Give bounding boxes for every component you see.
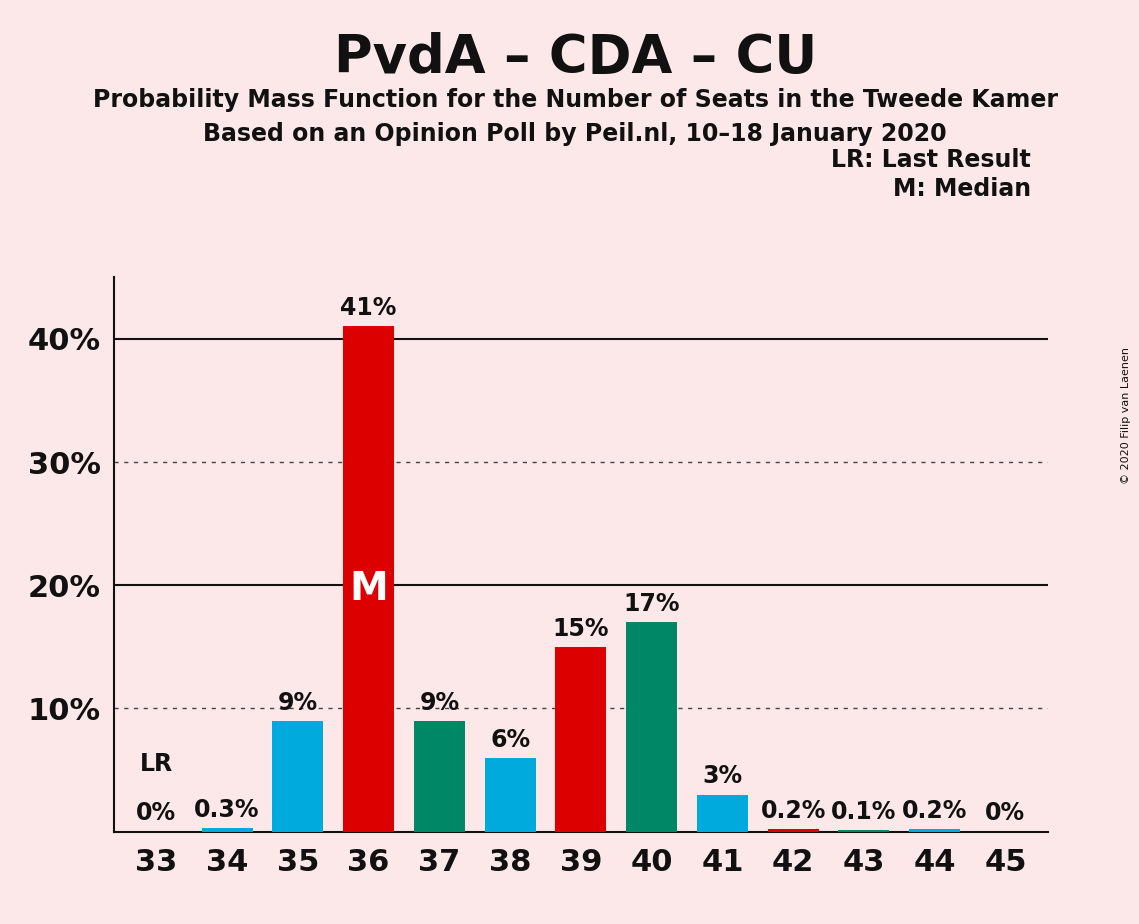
Text: 9%: 9% xyxy=(278,690,318,714)
Text: LR: Last Result: LR: Last Result xyxy=(831,148,1031,172)
Text: PvdA – CDA – CU: PvdA – CDA – CU xyxy=(334,32,817,84)
Bar xyxy=(768,829,819,832)
Text: 3%: 3% xyxy=(703,764,743,788)
Bar xyxy=(413,721,465,832)
Text: 0%: 0% xyxy=(985,801,1025,825)
Bar xyxy=(272,721,323,832)
Text: Based on an Opinion Poll by Peil.nl, 10–18 January 2020: Based on an Opinion Poll by Peil.nl, 10–… xyxy=(204,122,947,146)
Text: 9%: 9% xyxy=(419,690,459,714)
Text: © 2020 Filip van Laenen: © 2020 Filip van Laenen xyxy=(1121,347,1131,484)
Text: 15%: 15% xyxy=(552,616,609,640)
Text: 6%: 6% xyxy=(490,727,530,751)
Bar xyxy=(697,795,748,832)
Text: LR: LR xyxy=(140,752,173,776)
Bar xyxy=(909,829,960,832)
Bar xyxy=(556,647,606,832)
Bar xyxy=(202,828,253,832)
Text: M: Median: M: Median xyxy=(893,177,1031,201)
Text: Probability Mass Function for the Number of Seats in the Tweede Kamer: Probability Mass Function for the Number… xyxy=(92,88,1058,112)
Text: 17%: 17% xyxy=(623,592,680,616)
Bar xyxy=(626,622,677,832)
Text: 0.2%: 0.2% xyxy=(761,799,826,823)
Bar xyxy=(485,758,535,832)
Text: 0.1%: 0.1% xyxy=(831,800,896,824)
Text: 41%: 41% xyxy=(341,297,396,321)
Text: 0.3%: 0.3% xyxy=(195,797,260,821)
Text: 0%: 0% xyxy=(137,801,177,825)
Text: 0.2%: 0.2% xyxy=(902,799,967,823)
Text: M: M xyxy=(350,570,388,608)
Bar xyxy=(838,831,890,832)
Bar xyxy=(343,326,394,832)
